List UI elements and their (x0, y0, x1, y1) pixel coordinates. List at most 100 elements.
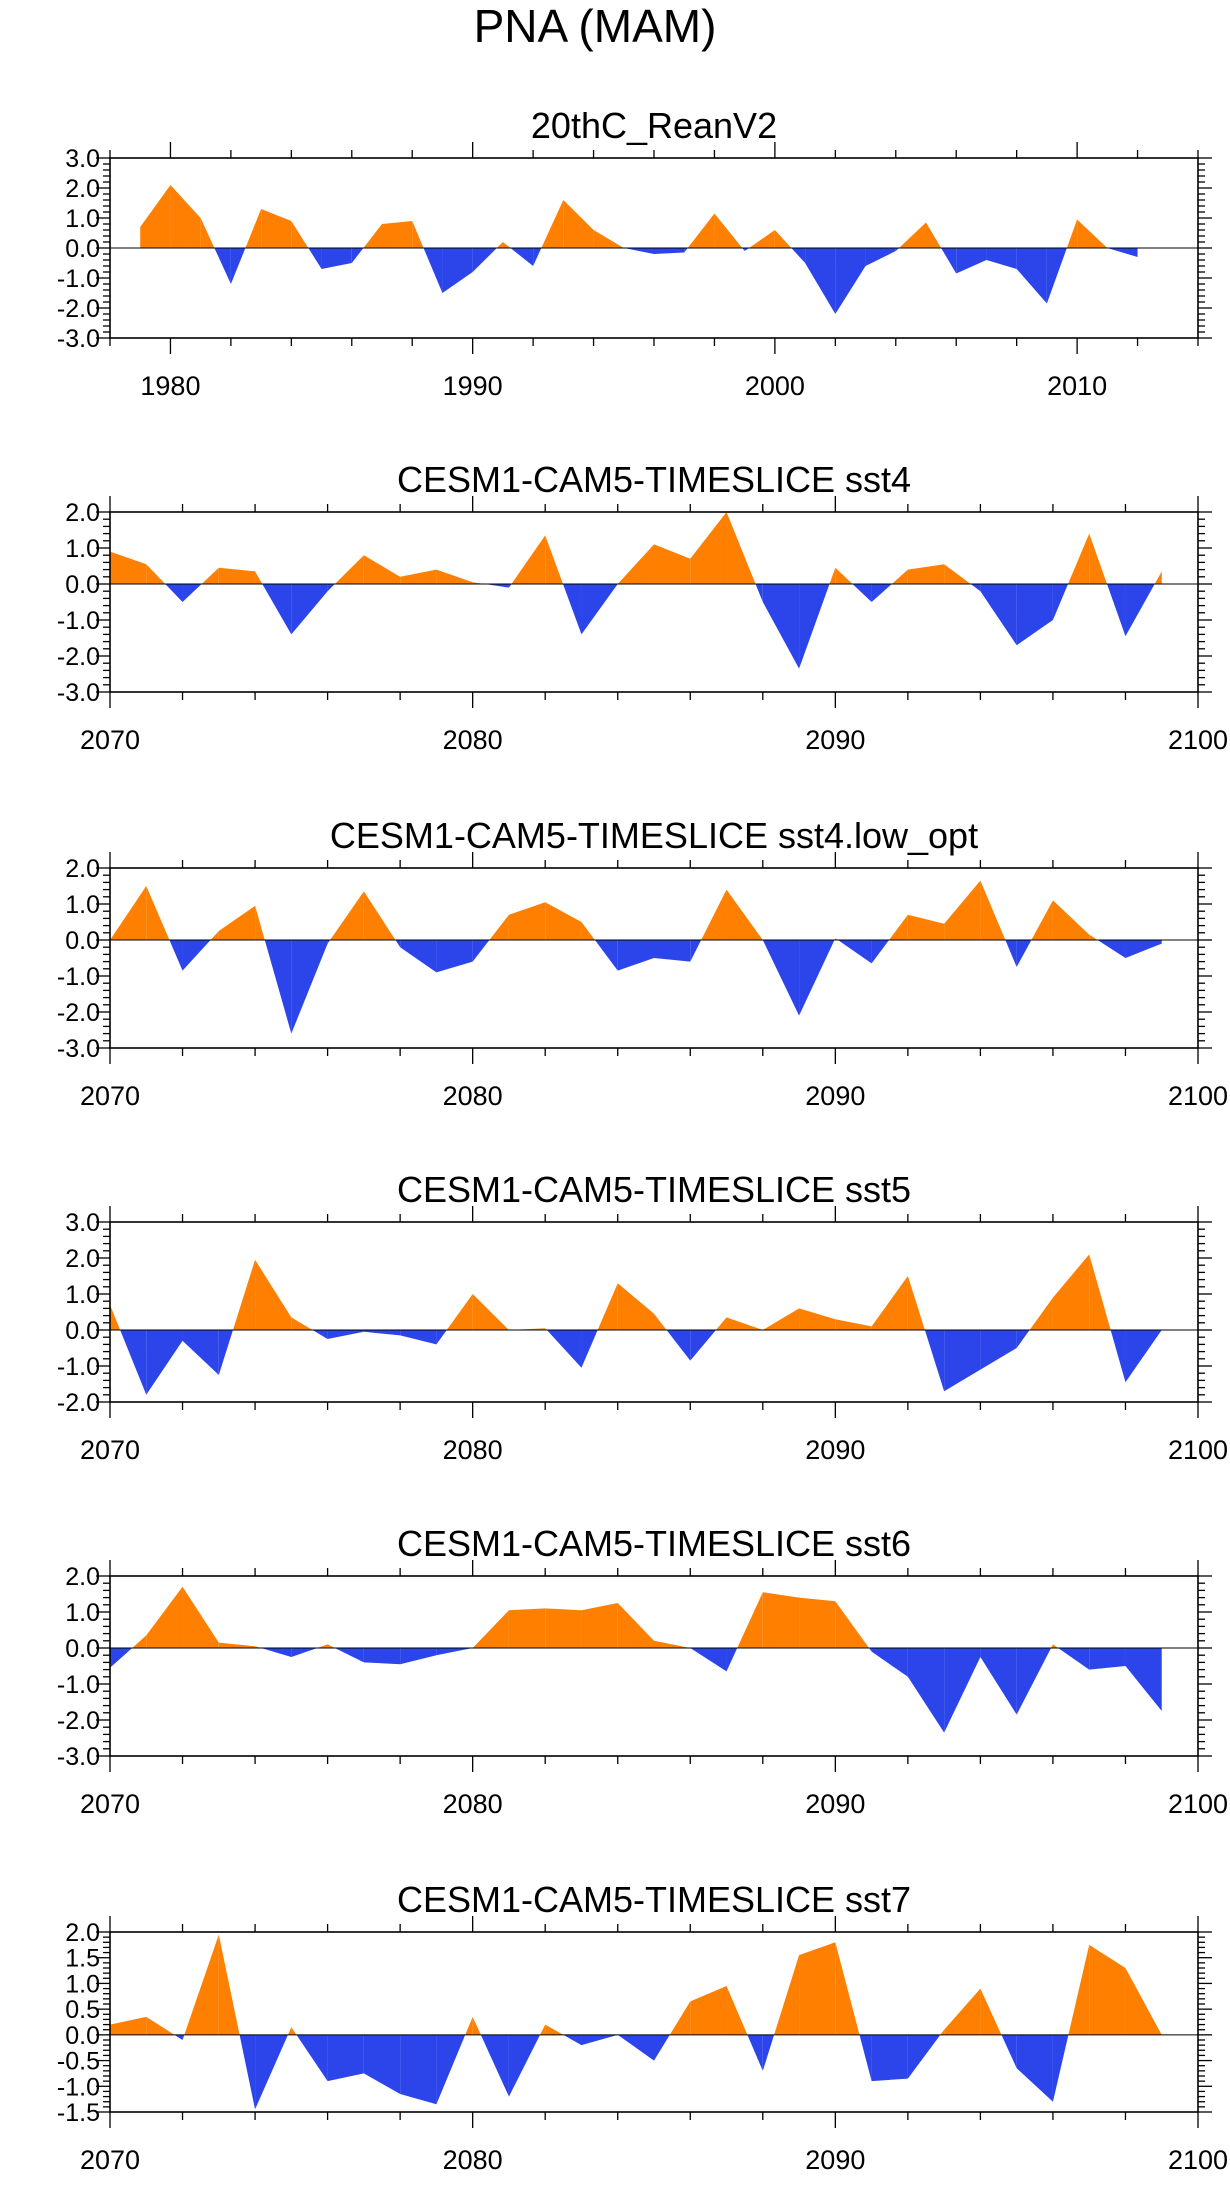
negative-area (742, 248, 745, 251)
positive-area (701, 889, 727, 940)
positive-area (334, 555, 364, 584)
negative-area (594, 940, 618, 971)
x-tick-label: 2100 (1168, 1081, 1228, 1111)
y-tick-label: -1.0 (57, 2073, 100, 2101)
negative-area (654, 248, 685, 254)
negative-area (423, 248, 443, 293)
positive-area (762, 1592, 800, 1648)
positive-area (436, 569, 473, 584)
negative-area (1107, 584, 1126, 637)
negative-area (944, 1648, 981, 1733)
negative-area (110, 1648, 133, 1668)
positive-area (541, 200, 564, 248)
positive-area (327, 1644, 335, 1648)
negative-area (484, 584, 509, 588)
positive-area (255, 1259, 292, 1330)
positive-area (714, 213, 743, 248)
negative-area (1125, 584, 1155, 637)
positive-area (545, 2024, 564, 2035)
y-tick-label: -3.0 (57, 1035, 100, 1063)
positive-area (146, 1586, 183, 1648)
positive-area (1051, 1644, 1053, 1648)
negative-area (174, 2034, 183, 2040)
negative-area (980, 584, 1017, 646)
positive-area (261, 209, 292, 248)
negative-area (623, 248, 654, 254)
positive-area (472, 1610, 509, 1648)
y-tick-label: 3.0 (65, 145, 100, 173)
positive-area (182, 1586, 219, 1648)
negative-area (510, 248, 534, 266)
positive-area (472, 1294, 509, 1330)
negative-area (726, 1648, 738, 1672)
positive-area (132, 1635, 147, 1648)
positive-area (980, 880, 1006, 940)
positive-area (255, 571, 263, 584)
positive-area (871, 1276, 908, 1330)
negative-area (617, 940, 654, 971)
negative-area (334, 1648, 364, 1663)
x-tick-label: 2090 (805, 1081, 865, 1111)
positive-area (617, 1603, 654, 1648)
positive-area (502, 242, 511, 248)
positive-area (1029, 1297, 1053, 1330)
panel-2: CESM1-CAM5-TIMESLICE sst4 2070 2080 2090 210… (57, 459, 1228, 755)
positive-area (726, 889, 763, 940)
negative-area (291, 1648, 318, 1657)
negative-area (214, 248, 231, 284)
negative-area (805, 248, 836, 314)
y-tick-label: -1.0 (57, 607, 100, 635)
panel-3: CESM1-CAM5-TIMESLICE sst4.low_opt 2070 208… (57, 815, 1228, 1111)
negative-area (321, 248, 352, 269)
positive-area (715, 1317, 727, 1330)
negative-area (690, 940, 702, 962)
positive-area (545, 902, 582, 940)
y-tick-label: 1.0 (65, 205, 100, 233)
negative-area (182, 2034, 185, 2040)
y-tick-label: -1.0 (57, 963, 100, 991)
y-tick-label: 2.0 (65, 1245, 100, 1273)
positive-area (287, 2027, 292, 2035)
negative-area (296, 2034, 328, 2082)
positive-area (617, 1283, 654, 1330)
panel-title: CESM1-CAM5-TIMESLICE sst7 (397, 1879, 911, 1920)
y-tick-label: -2.0 (57, 1389, 100, 1417)
negative-area (980, 1330, 1017, 1370)
negative-area (291, 940, 328, 1034)
positive-area (898, 222, 926, 248)
positive-area (1089, 934, 1098, 940)
x-tick-label: 2080 (443, 725, 503, 755)
negative-area (941, 248, 957, 274)
plot-frame (109, 1221, 1199, 1403)
negative-area (791, 248, 806, 263)
positive-area (317, 1644, 328, 1648)
y-tick-label: -2.0 (57, 999, 100, 1027)
positive-area (232, 1259, 256, 1330)
negative-area (944, 1330, 981, 1392)
negative-area (762, 584, 800, 669)
panel-title: CESM1-CAM5-TIMESLICE sst4.low_opt (330, 815, 978, 856)
negative-area (363, 1330, 401, 1336)
negative-area (869, 1648, 872, 1652)
negative-area (261, 1648, 292, 1657)
positive-area (218, 905, 256, 940)
negative-area (1089, 1648, 1126, 1670)
positive-area (400, 569, 437, 584)
negative-area (1052, 2034, 1069, 2102)
positive-area (563, 200, 594, 248)
negative-area (327, 584, 335, 592)
positive-area (940, 2029, 945, 2035)
negative-area (363, 1648, 401, 1665)
negative-area (956, 248, 987, 274)
plot-frame (109, 1575, 1199, 1757)
positive-area (412, 221, 424, 248)
y-tick-label: 1.5 (65, 1945, 100, 1973)
y-tick-label: -3.0 (57, 325, 100, 353)
positive-area (218, 1642, 256, 1648)
positive-area (465, 2016, 473, 2035)
positive-area (140, 185, 171, 248)
positive-area (291, 1317, 313, 1330)
negative-area (218, 1330, 233, 1375)
positive-area (489, 914, 509, 940)
x-tick-label: 2070 (80, 1435, 140, 1465)
